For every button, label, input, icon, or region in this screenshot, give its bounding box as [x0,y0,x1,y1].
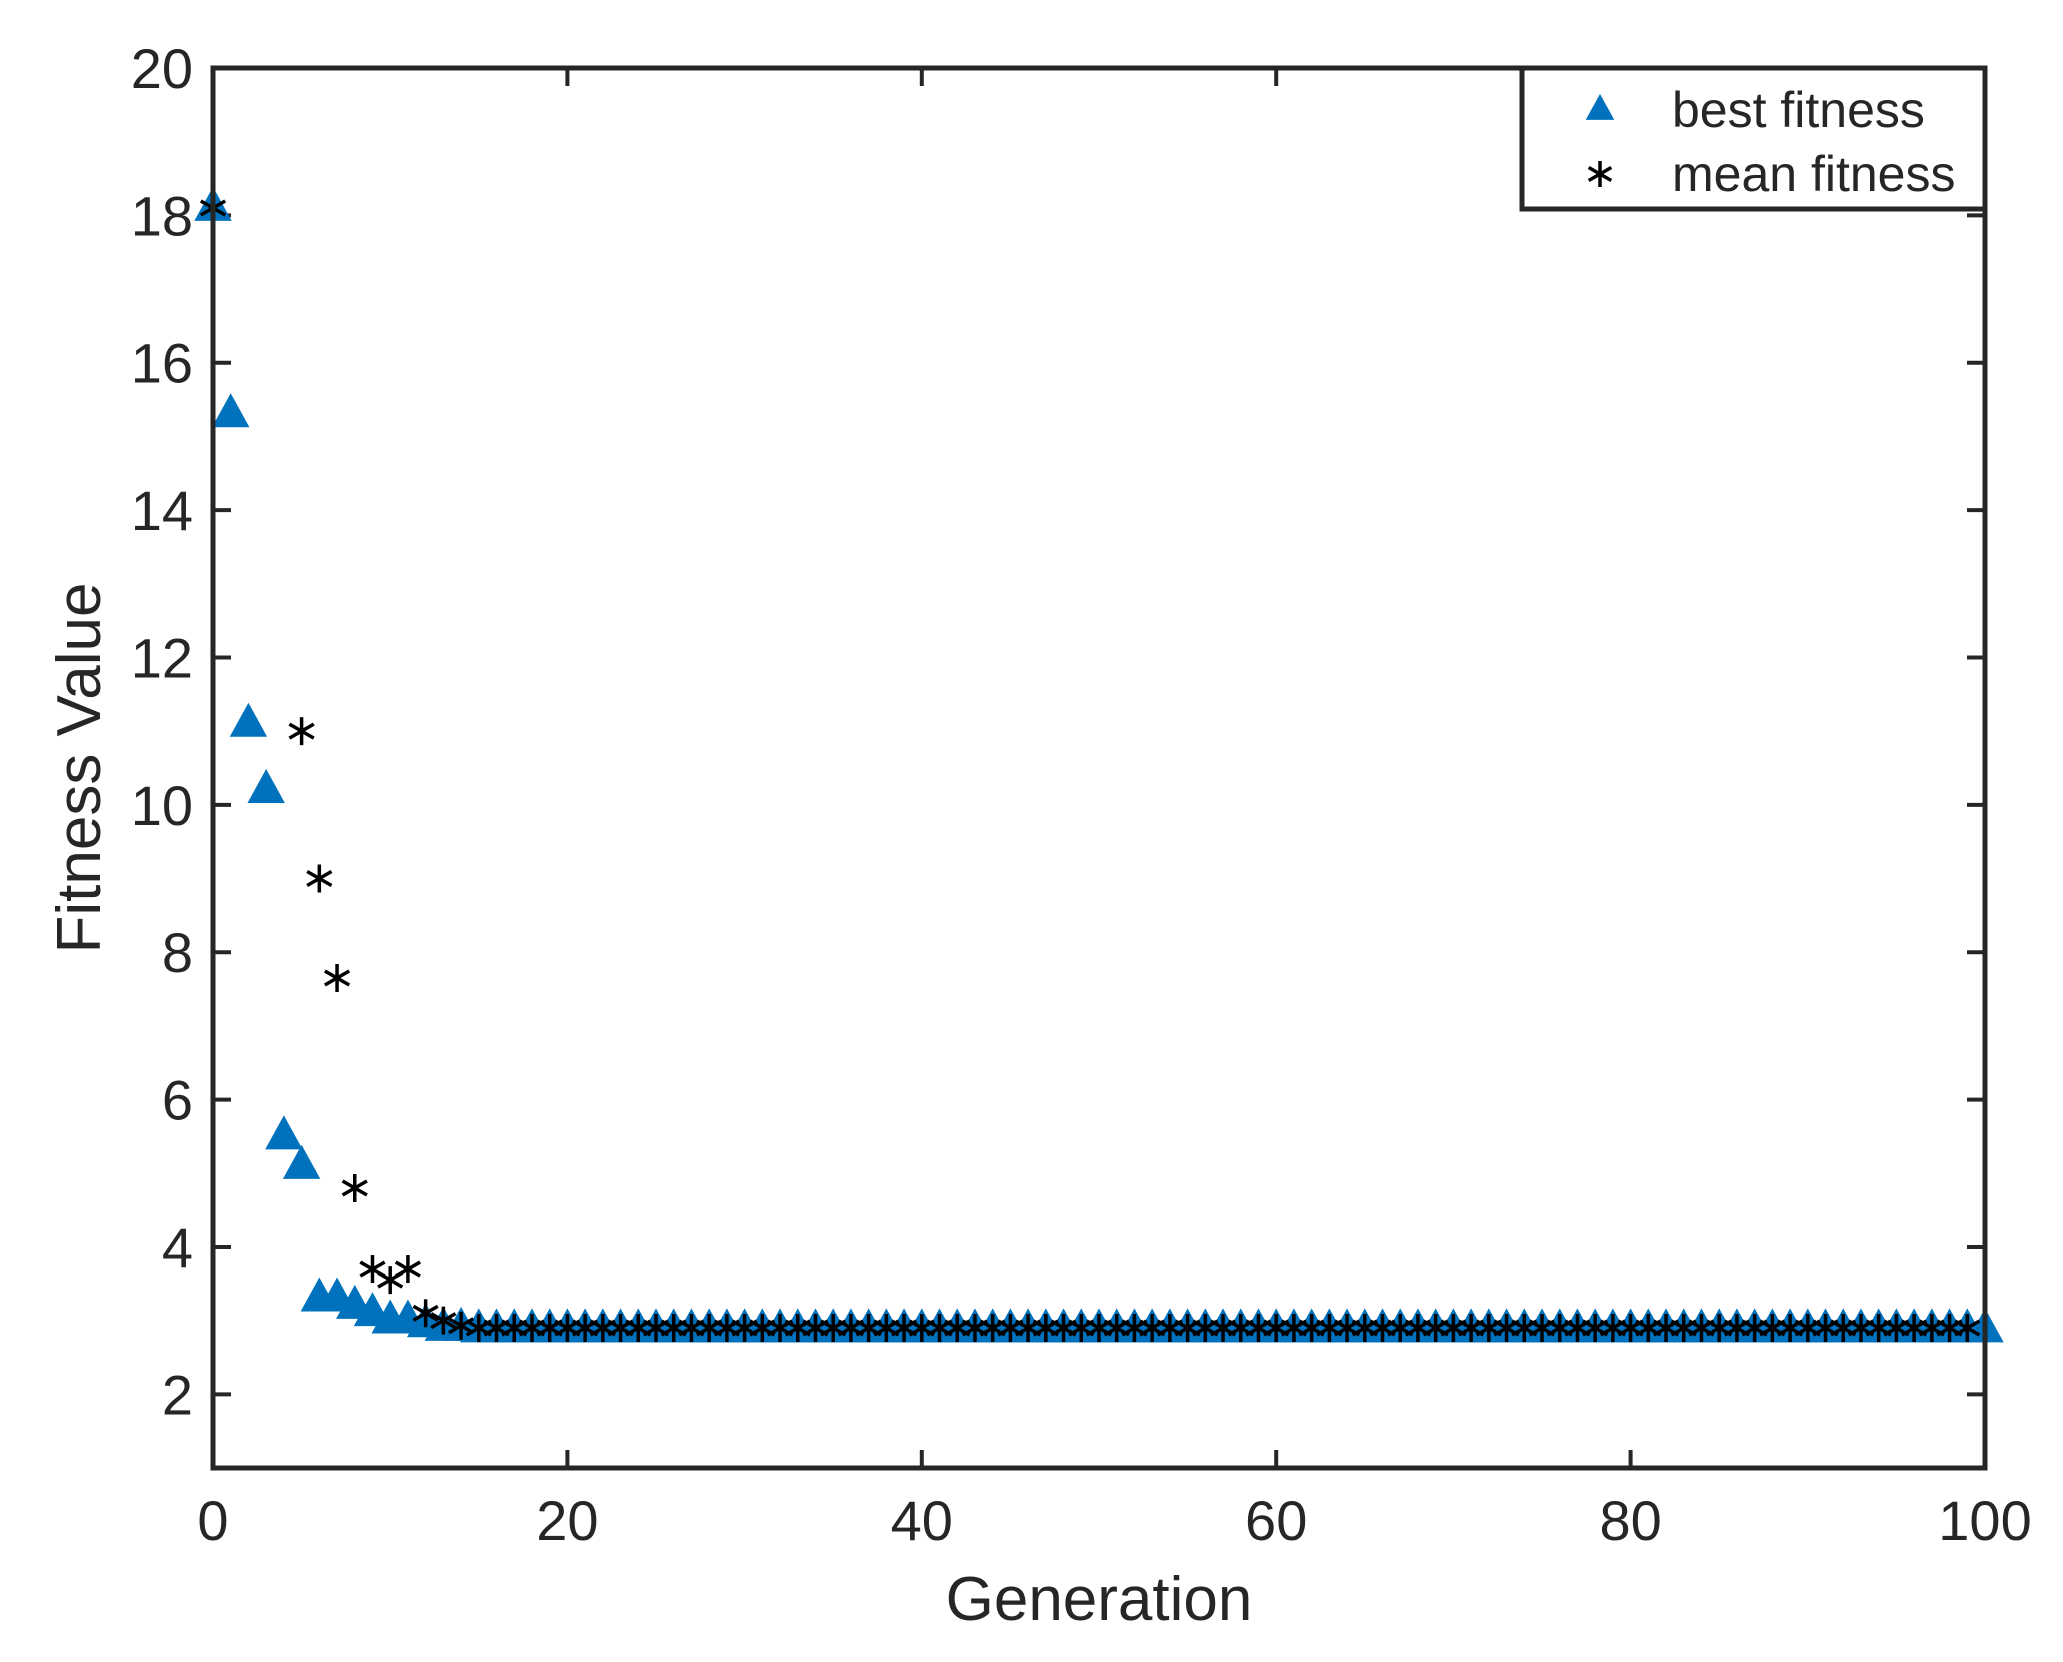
x-tick-label: 100 [1938,1489,2031,1552]
mean-fitness-point [1954,1314,1981,1342]
y-tick-label: 14 [131,479,193,542]
x-tick-label: 60 [1245,1489,1307,1552]
y-tick-label: 20 [131,37,193,100]
y-tick-label: 10 [131,774,193,837]
legend-label-mean-fitness: mean fitness [1672,146,1955,202]
x-tick-label: 40 [891,1489,953,1552]
mean-fitness-point [412,1299,439,1328]
y-tick-label: 4 [162,1216,193,1279]
y-tick-label: 18 [131,184,193,247]
best-fitness-point [282,1144,321,1179]
x-axis-label: Generation [946,1565,1253,1634]
legend: best fitness mean fitness [1519,65,1988,212]
y-tick-label: 16 [131,332,193,395]
mean-fitness-point [430,1306,457,1335]
mean-fitness-point [288,717,315,746]
plot-frame [210,65,1988,1471]
mean-fitness-point [323,964,351,992]
tick-labels: 0 20 40 60 80 100 2 4 6 8 10 12 14 16 18 20 [131,37,2032,1552]
legend-marker-best-fitness [1585,93,1615,120]
legend-marker-mean-fitness [1587,161,1613,187]
y-axis-label: Fitness Value [45,582,114,953]
best-fitness-point [247,769,285,804]
mean-fitness-point [394,1255,421,1284]
y-tick-label: 2 [162,1363,193,1426]
data-markers [194,186,2004,1343]
plot-background [213,68,1985,1468]
best-fitness-point [212,393,250,428]
mean-fitness-point [306,864,333,893]
legend-label-best-fitness: best fitness [1672,82,1925,138]
legend-markers [1585,93,1615,187]
mean-fitness-point [341,1174,368,1202]
x-tick-label: 20 [536,1489,598,1552]
y-tick-label: 12 [131,626,193,689]
y-tick-label: 6 [162,1069,193,1132]
best-fitness-point [229,702,268,737]
x-tick-label: 0 [197,1489,228,1552]
y-tick-label: 8 [162,921,193,984]
x-tick-label: 80 [1599,1489,1661,1552]
best-fitness-point [265,1115,303,1150]
